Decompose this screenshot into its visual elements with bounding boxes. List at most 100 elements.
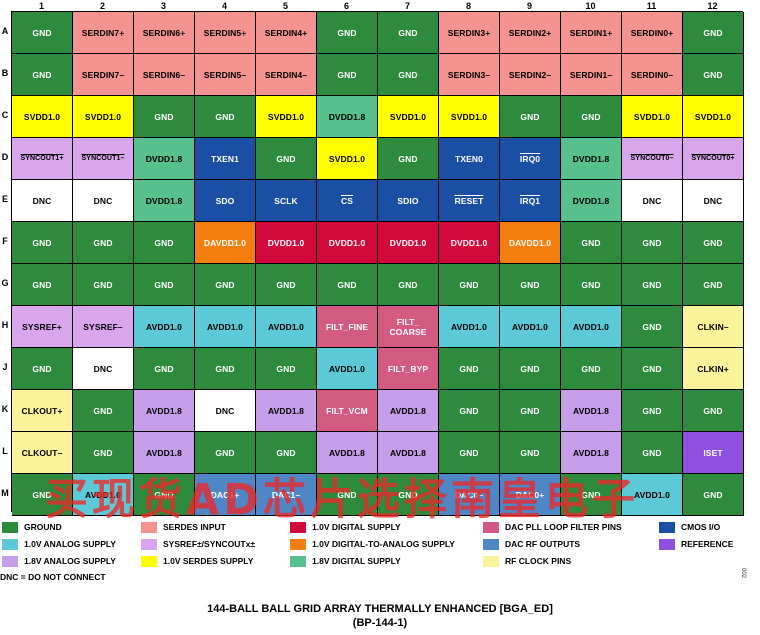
pin-H8: AVDD1.0 (439, 306, 500, 348)
pin-label: AVDD1.0 (451, 321, 487, 332)
legend-swatch (2, 521, 18, 533)
pin-label: AVDD1.8 (268, 405, 304, 416)
pin-label: DVDD1.8 (572, 153, 610, 164)
pin-label: SVDD1.0 (84, 111, 122, 122)
pin-K4: DNC (195, 390, 256, 432)
pin-D7: GND (378, 138, 439, 180)
pin-label: GND (154, 363, 174, 374)
pin-A11: SERDIN0+ (622, 12, 683, 54)
pin-K8: GND (439, 390, 500, 432)
pin-H11: GND (622, 306, 683, 348)
pin-label: GND (520, 279, 540, 290)
pin-A7: GND (378, 12, 439, 54)
pin-B8: SERDIN3– (439, 54, 500, 96)
dnc-note: DNC = DO NOT CONNECT (0, 572, 106, 582)
pin-E1: DNC (12, 180, 73, 222)
legend-swatch (141, 538, 157, 550)
pin-G3: GND (134, 264, 195, 306)
legend-item: DAC PLL LOOP FILTER PINS (483, 520, 622, 534)
column-number: 8 (465, 1, 471, 11)
pin-label: CS (340, 195, 353, 206)
pin-K10: AVDD1.8 (561, 390, 622, 432)
legend-swatch (290, 521, 306, 533)
pin-F12: GND (683, 222, 744, 264)
pin-label: GND (703, 27, 723, 38)
pin-label: CLKOUT+ (21, 405, 63, 416)
pin-M2: AVDD1.0 (73, 474, 134, 516)
legend-label: DAC RF OUTPUTS (505, 539, 581, 549)
pin-label: SERDIN1+ (569, 27, 613, 38)
pin-label: SYSREF– (83, 321, 123, 332)
pin-L5: GND (256, 432, 317, 474)
pin-label: DNC (32, 195, 52, 206)
pin-label: GND (215, 279, 235, 290)
pin-label: SERDIN7+ (81, 27, 125, 38)
pin-label: DVDD1.8 (145, 195, 183, 206)
pin-label: DNC (215, 405, 235, 416)
legend-label: REFERENCE (681, 539, 734, 549)
pin-M3: GND (134, 474, 195, 516)
pin-G8: GND (439, 264, 500, 306)
pin-L4: GND (195, 432, 256, 474)
pin-A9: SERDIN2+ (500, 12, 561, 54)
pin-L7: AVDD1.8 (378, 432, 439, 474)
pin-J4: GND (195, 348, 256, 390)
pin-C12: SVDD1.0 (683, 96, 744, 138)
pin-H6: FILT_FINE (317, 306, 378, 348)
row-letter: E (1, 194, 8, 204)
pin-label: GND (93, 447, 113, 458)
pin-label: CLKIN+ (697, 363, 729, 374)
legend-item: RF CLOCK PINS (483, 554, 571, 568)
legend-item: REFERENCE (659, 537, 733, 551)
pin-E8: RESET (439, 180, 500, 222)
pin-H12: CLKIN– (683, 306, 744, 348)
legend-label: 1.0V DIGITAL-TO-ANALOG SUPPLY (312, 539, 455, 549)
pin-B7: GND (378, 54, 439, 96)
pin-J5: GND (256, 348, 317, 390)
pin-label: GND (642, 237, 662, 248)
pin-E5: SCLK (256, 180, 317, 222)
pin-label: GND (520, 363, 540, 374)
pin-label: SVDD1.0 (633, 111, 671, 122)
pin-label: GND (642, 321, 662, 332)
pin-label: GND (276, 153, 296, 164)
pin-L2: GND (73, 432, 134, 474)
row-letter: G (1, 278, 9, 288)
column-number: 6 (343, 1, 349, 11)
pin-B4: SERDIN5– (195, 54, 256, 96)
pin-label: GND (32, 489, 52, 500)
pin-K5: AVDD1.8 (256, 390, 317, 432)
pin-B10: SERDIN1– (561, 54, 622, 96)
pin-G10: GND (561, 264, 622, 306)
pin-H3: AVDD1.0 (134, 306, 195, 348)
pin-label: GND (642, 279, 662, 290)
pin-G1: GND (12, 264, 73, 306)
pin-label: GND (398, 489, 418, 500)
row-letter: H (1, 320, 9, 330)
pin-label: DVDD1.0 (389, 237, 427, 248)
pin-D6: SVDD1.0 (317, 138, 378, 180)
legend-label: SERDES INPUT (163, 522, 226, 532)
legend-swatch (2, 538, 18, 550)
pin-label: SERDIN4– (264, 69, 308, 80)
pin-A1: GND (12, 12, 73, 54)
pin-A8: SERDIN3+ (439, 12, 500, 54)
pin-label: GND (642, 405, 662, 416)
pin-F4: DAVDD1.0 (195, 222, 256, 264)
pin-F5: DVDD1.0 (256, 222, 317, 264)
pin-label: AVDD1.0 (85, 489, 121, 500)
column-number: 12 (707, 1, 718, 11)
pin-A6: GND (317, 12, 378, 54)
legend-label: GROUND (24, 522, 62, 532)
pin-label: GND (337, 279, 357, 290)
pin-C9: GND (500, 96, 561, 138)
pin-label: SERDIN5– (203, 69, 247, 80)
pin-G2: GND (73, 264, 134, 306)
legend-item: SYSREF±/SYNCOUTx± (141, 537, 255, 551)
pin-M1: GND (12, 474, 73, 516)
pin-label: SVDD1.0 (389, 111, 427, 122)
legend-item: DAC RF OUTPUTS (483, 537, 580, 551)
row-letter: F (2, 236, 8, 246)
pin-H1: SYSREF+ (12, 306, 73, 348)
pin-C2: SVDD1.0 (73, 96, 134, 138)
